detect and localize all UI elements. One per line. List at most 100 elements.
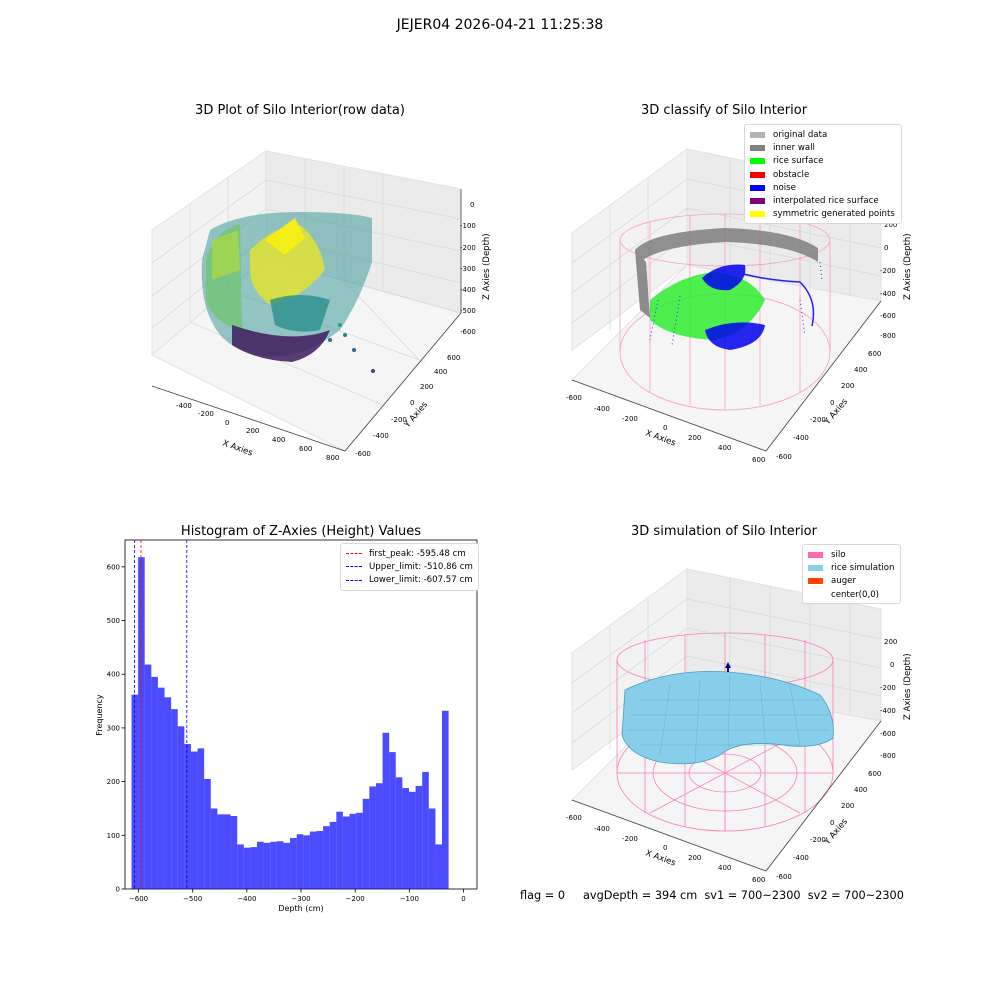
simulation-ylabel: Y Axies — [822, 817, 850, 848]
simulation-zlabel: Z Axies (Depth) — [903, 653, 913, 720]
legend-item-inner-wall: inner wall — [750, 141, 895, 154]
histogram-bar — [217, 814, 224, 889]
legend-item-auger: auger — [808, 575, 894, 588]
simulation-legend: silo rice simulation auger center(0,0) — [802, 544, 902, 605]
histogram-bar — [349, 813, 357, 889]
legend-item-obstacle: obstacle — [750, 168, 895, 181]
histogram-bar — [138, 557, 145, 889]
simulation-ytick: -200 — [810, 836, 826, 844]
histogram-bar — [356, 812, 363, 889]
simulation-ztick: 200 — [884, 638, 897, 646]
legend-label: rice surface — [773, 156, 824, 167]
raw-ytick: 200 — [420, 383, 433, 391]
legend-item-lower-limit: Lower_limit: -607.57 cm — [346, 574, 473, 587]
histogram-bar — [316, 831, 324, 889]
histogram-y-ticks: 0 100 200 300 400 500 600 — [107, 563, 125, 894]
x-tick-label: −300 — [291, 895, 310, 903]
legend-item-rice-simulation: rice simulation — [808, 561, 894, 574]
histogram-bar — [342, 816, 350, 889]
classify-ylabel: Y Axies — [822, 397, 850, 428]
legend-item-silo: silo — [808, 548, 894, 561]
y-tick-label: 600 — [107, 563, 120, 571]
legend-swatch — [750, 184, 765, 191]
legend-swatch — [750, 198, 765, 205]
legend-swatch — [808, 551, 823, 558]
raw-ytick: -400 — [373, 432, 389, 440]
histogram-bar — [369, 786, 376, 889]
legend-item-original-data: original data — [750, 128, 895, 141]
legend-label: symmetric generated points — [773, 209, 895, 220]
simulation-xtick: 0 — [663, 844, 667, 852]
histogram-bar — [329, 821, 337, 889]
legend-swatch — [750, 131, 765, 138]
legend-swatch — [750, 158, 765, 165]
status-footer: flag = 0 avgDepth = 394 cm sv1 = 700~230… — [520, 889, 904, 902]
x-tick-label: −500 — [183, 895, 202, 903]
classify-ytick: -400 — [793, 434, 809, 442]
raw-ztick: -300 — [460, 265, 476, 273]
histogram-bar — [276, 841, 284, 889]
legend-item-interpolated-rice-surface: interpolated rice surface — [750, 194, 895, 207]
histogram-x-ticks: −600 −500 −400 −300 −200 −100 0 — [129, 889, 466, 903]
raw-ticks: -400 -200 0 200 400 600 800 -600 -400 -2… — [176, 201, 476, 462]
y-tick-label: 400 — [107, 671, 120, 679]
y-tick-label: 500 — [107, 617, 120, 625]
simulation-gridlines — [571, 578, 882, 750]
raw-ztick: -600 — [460, 328, 476, 336]
simulation-plot-title: 3D simulation of Silo Interior — [631, 524, 817, 539]
classify-xtick: -200 — [622, 415, 638, 423]
histogram-bar — [336, 811, 343, 889]
simulation-ytick: 0 — [830, 819, 834, 827]
simulation-xtick: -600 — [566, 814, 582, 822]
histogram-bar — [171, 709, 178, 889]
histogram-bar — [184, 744, 191, 889]
legend-item-noise: noise — [750, 181, 895, 194]
raw-ztick: 0 — [470, 201, 474, 209]
x-tick-label: −400 — [237, 895, 256, 903]
simulation-ztick: 0 — [890, 661, 894, 669]
simulation-ticks: -600 -400 -200 0 200 400 600 -600 -400 -… — [566, 638, 897, 884]
classify-noise — [649, 261, 823, 350]
simulation-axes — [571, 720, 882, 872]
histogram-bar — [270, 841, 277, 889]
classify-xtick: 200 — [688, 434, 701, 442]
x-tick-label: −600 — [129, 895, 148, 903]
raw-ytick: -600 — [355, 450, 371, 458]
classify-xtick: -600 — [566, 394, 582, 402]
classify-legend: original data inner wall rice surface ob… — [744, 124, 902, 225]
raw-ztick: -500 — [460, 307, 476, 315]
classify-ytick: 200 — [841, 382, 854, 390]
histogram-bar — [422, 771, 429, 889]
raw-ztick: -200 — [460, 244, 476, 252]
y-tick-label: 0 — [116, 886, 120, 894]
classify-3d-plot: -600 -400 -200 0 200 400 600 -600 -400 -… — [566, 148, 913, 464]
classify-ztick: 200 — [884, 221, 897, 229]
raw-ytick: -200 — [391, 416, 407, 424]
histogram-bar — [237, 844, 244, 889]
raw-point-cloud — [201, 212, 375, 373]
simulation-xlabel: X Axies — [644, 848, 677, 868]
raw-ytick: 600 — [447, 354, 460, 362]
classify-ztick: -400 — [880, 290, 896, 298]
simulation-rice-surface — [621, 662, 834, 765]
raw-zlabel: Z Axies (Depth) — [482, 233, 492, 300]
simulation-xtick: -200 — [622, 835, 638, 843]
simulation-ytick: 200 — [841, 802, 854, 810]
legend-label: center(0,0) — [831, 589, 880, 600]
x-tick-label: 0 — [461, 895, 465, 903]
legend-item-upper-limit: Upper_limit: -510.86 cm — [346, 560, 473, 573]
histogram-bar — [164, 697, 172, 889]
simulation-3d-plot: -600 -400 -200 0 200 400 600 -600 -400 -… — [566, 568, 913, 884]
raw-xtick: 400 — [272, 436, 285, 444]
classify-ytick: 400 — [854, 366, 867, 374]
raw-xlabel: X Axies — [221, 438, 254, 458]
classify-ytick: -200 — [810, 416, 826, 424]
histogram-bar — [197, 748, 205, 889]
raw-ztick: -100 — [460, 222, 476, 230]
histogram-bar — [250, 847, 258, 889]
legend-label: noise — [773, 182, 796, 193]
classify-xtick: 400 — [718, 444, 731, 452]
classify-ytick: 600 — [868, 350, 881, 358]
histogram-bar — [190, 751, 198, 889]
histogram-bar — [375, 783, 383, 889]
